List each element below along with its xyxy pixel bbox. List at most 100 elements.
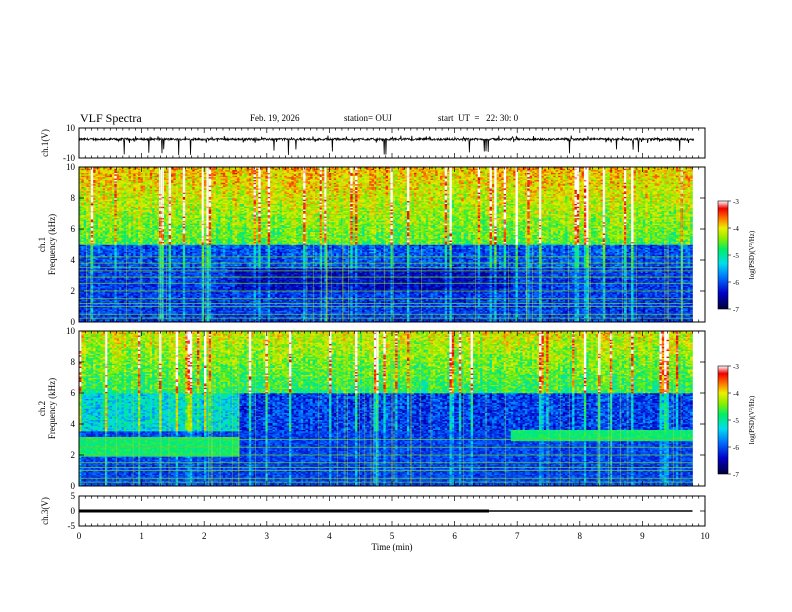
spectrogram-cell — [104, 307, 108, 310]
spectrogram-cell — [102, 205, 106, 207]
spectrogram-cell — [102, 281, 106, 283]
spectrogram-cell — [100, 234, 103, 237]
spectrogram-cell — [79, 296, 82, 299]
spectrogram-cell — [81, 199, 85, 202]
spectrogram-cell — [90, 236, 94, 238]
spectrogram-cell — [83, 233, 87, 235]
spectrogram-cell — [102, 305, 106, 307]
spectrogram-cell — [83, 285, 87, 288]
spectrogram-cell — [107, 312, 110, 314]
spectrogram-cell — [90, 195, 94, 197]
spectrogram-cell — [79, 183, 82, 186]
spectrogram-cell — [86, 260, 89, 262]
spectrogram-cell — [95, 189, 99, 192]
spectrogram-cell — [104, 226, 108, 228]
spectrogram-cell — [107, 306, 110, 309]
spectrogram-cell — [90, 292, 94, 295]
spectrogram-cell — [90, 300, 94, 303]
spectrogram-cell — [81, 213, 85, 216]
spectrogram-cell — [90, 206, 94, 209]
spectrogram-cell — [79, 310, 82, 313]
spectrogram-cell — [95, 220, 99, 223]
spectrogram-cell — [100, 254, 103, 257]
spectrogram-cell — [79, 254, 82, 257]
spectrogram-cell — [93, 262, 96, 265]
spectrogram-cell — [79, 286, 82, 289]
spectrogram-cell — [86, 243, 89, 245]
spectrogram-cell — [88, 245, 92, 248]
spectrogram-cell — [104, 175, 108, 178]
spectrogram-cell — [102, 296, 106, 299]
spectrogram-cell — [104, 219, 108, 221]
spectrogram-cell — [97, 231, 101, 234]
spectrogram-cell — [93, 248, 96, 251]
spectrogram-cell — [86, 240, 89, 242]
spectrogram-cell — [88, 289, 92, 292]
spectrogram-cell — [104, 171, 108, 173]
spectrogram-cell — [102, 299, 106, 302]
spectrogram-cell — [95, 275, 99, 278]
spectrogram-cell — [93, 175, 96, 178]
spectrogram-cell — [88, 309, 92, 312]
spectrogram-cell — [93, 190, 96, 193]
spectrogram-cell — [93, 203, 96, 206]
spectrogram-cell — [81, 248, 85, 251]
spectrogram-cell — [95, 320, 99, 323]
spectrogram-cell — [93, 234, 96, 237]
spectrogram-cell — [86, 214, 89, 217]
spectrogram-cell — [102, 295, 106, 297]
spectrogram-cell — [81, 276, 85, 279]
spectrogram-cell — [88, 216, 92, 219]
spectrogram-cell — [83, 206, 87, 209]
spectrogram-cell — [79, 320, 82, 323]
spectrogram-cell — [81, 240, 85, 242]
spectrogram-cell — [97, 312, 101, 314]
spectrogram-cell — [86, 176, 89, 179]
spectrogram-cell — [104, 248, 108, 251]
spectrogram-cell — [100, 252, 103, 255]
spectrogram-cell — [104, 236, 108, 238]
spectrogram-cell — [93, 293, 96, 296]
spectrogram-cell — [79, 237, 82, 240]
spectrogram-cell — [79, 276, 82, 279]
spectrogram-cell — [83, 226, 87, 228]
spectrogram-cell — [104, 185, 108, 188]
spectrogram-cell — [86, 251, 89, 254]
spectrogram-cell — [104, 174, 108, 176]
spectrogram-cell — [104, 240, 108, 242]
spectrogram-cell — [88, 169, 92, 172]
spectrogram-cell — [102, 241, 106, 244]
spectrogram-cell — [95, 316, 99, 319]
spectrogram-cell — [102, 258, 106, 261]
spectrogram-cell — [86, 237, 89, 240]
spectrogram-cell — [79, 219, 82, 221]
spectrogram-cell — [95, 319, 99, 321]
spectrogram-cell — [86, 185, 89, 188]
spectrogram-cell — [102, 220, 106, 223]
spectrogram-cell — [90, 289, 94, 292]
spectrogram-cell — [83, 181, 87, 183]
spectrogram-cell — [79, 314, 82, 317]
spectrogram-cell — [83, 309, 87, 312]
spectrogram-cell — [93, 320, 96, 323]
spectrogram-cell — [83, 190, 87, 193]
spectrogram-cell — [79, 202, 82, 204]
spectrogram-cell — [90, 244, 94, 247]
spectrogram-cell — [83, 240, 87, 242]
spectrogram-cell — [107, 293, 110, 296]
spectrogram-cell — [100, 247, 103, 250]
spectrogram-cell — [83, 272, 87, 275]
spectrogram-cell — [102, 199, 106, 202]
spectrogram-cell — [104, 252, 108, 255]
spectrogram-cell — [83, 245, 87, 248]
spectrogram-cell — [100, 307, 103, 310]
spectrogram-cell — [86, 189, 89, 192]
spectrogram-cell — [102, 314, 106, 317]
spectrogram-cell — [86, 217, 89, 220]
spectrogram-cell — [83, 278, 87, 281]
spectrogram-cell — [95, 289, 99, 292]
spectrogram-cell — [100, 195, 103, 197]
spectrogram-cell — [86, 307, 89, 310]
spectrogram-cell — [93, 178, 96, 180]
spectrogram-cell — [79, 312, 82, 314]
